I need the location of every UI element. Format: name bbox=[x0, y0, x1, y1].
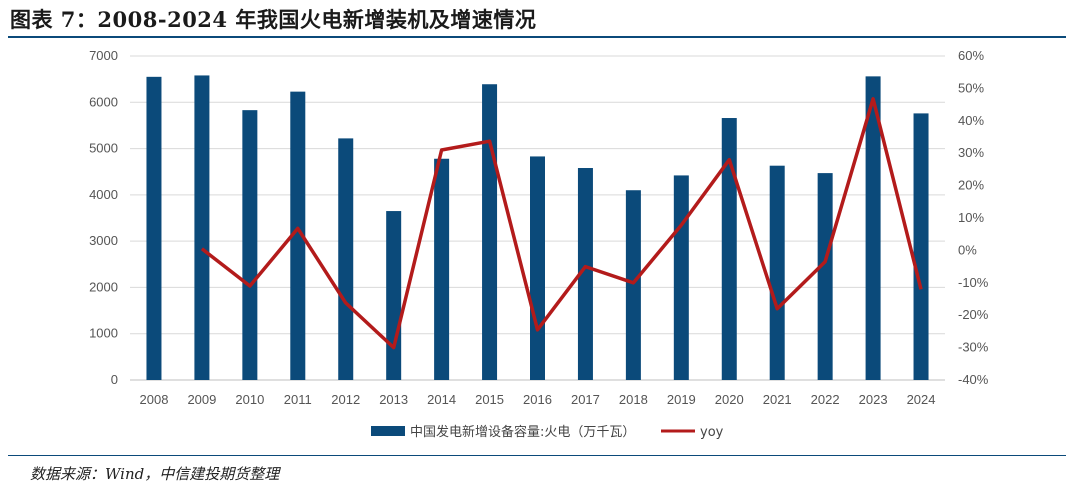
x-axis: 2008 2009 2010 2011 2012 2013 2014 2015 2016 2017… bbox=[140, 392, 936, 407]
y-right-tick-label: 40% bbox=[958, 113, 984, 128]
left-axis: 0 1000 2000 3000 4000 5000 6000 7000 bbox=[89, 48, 118, 387]
bar-2010 bbox=[242, 110, 258, 380]
bar-series bbox=[146, 75, 929, 380]
legend: 中国发电新增设备容量:火电（万千瓦） yoy bbox=[371, 424, 724, 440]
x-tick-label: 2011 bbox=[284, 392, 312, 407]
x-tick-label: 2009 bbox=[187, 392, 216, 407]
bar-2022 bbox=[817, 173, 833, 380]
x-tick-label: 2019 bbox=[667, 392, 696, 407]
title-rule bbox=[8, 36, 1066, 38]
x-tick-label: 2012 bbox=[331, 392, 360, 407]
y-right-tick-label: -40% bbox=[958, 372, 989, 387]
x-tick-label: 2015 bbox=[475, 392, 504, 407]
x-tick-label: 2022 bbox=[811, 392, 840, 407]
y-right-tick-label: -20% bbox=[958, 307, 989, 322]
bar-2023 bbox=[865, 76, 881, 380]
yoy-line bbox=[200, 97, 923, 350]
x-tick-label: 2023 bbox=[859, 392, 888, 407]
bar-2015 bbox=[482, 84, 498, 380]
x-tick-label: 2008 bbox=[140, 392, 169, 407]
x-tick-label: 2024 bbox=[907, 392, 936, 407]
y-right-tick-label: -30% bbox=[958, 340, 989, 355]
x-tick-label: 2013 bbox=[379, 392, 408, 407]
x-tick-label: 2014 bbox=[427, 392, 456, 407]
source-note: 数据来源：Wind，中信建投期货整理 bbox=[30, 465, 280, 483]
bar-2024 bbox=[913, 113, 929, 380]
chart-title: 图表 7：2008-2024 年我国火电新增装机及增速情况 bbox=[10, 7, 537, 32]
y-right-tick-label: 60% bbox=[958, 48, 984, 63]
bar-2017 bbox=[577, 168, 593, 380]
x-tick-label: 2018 bbox=[619, 392, 648, 407]
bar-2019 bbox=[673, 175, 689, 380]
y-left-tick-label: 1000 bbox=[89, 326, 118, 341]
legend-bar-label: 中国发电新增设备容量:火电（万千瓦） bbox=[410, 424, 635, 440]
x-tick-label: 2017 bbox=[571, 392, 600, 407]
bar-2011 bbox=[290, 91, 306, 380]
bar-2009 bbox=[194, 75, 210, 380]
y-right-tick-label: 30% bbox=[958, 145, 984, 160]
y-left-tick-label: 7000 bbox=[89, 48, 118, 63]
bar-2016 bbox=[530, 156, 545, 380]
legend-line-label: yoy bbox=[700, 425, 724, 440]
bar-2021 bbox=[769, 165, 785, 380]
bar-2020 bbox=[721, 118, 737, 380]
y-left-tick-label: 5000 bbox=[89, 141, 118, 156]
y-right-tick-label: -10% bbox=[958, 275, 989, 290]
y-left-tick-label: 4000 bbox=[89, 187, 118, 202]
yoy-line-series bbox=[200, 97, 923, 350]
bar-2018 bbox=[625, 190, 641, 380]
y-left-tick-label: 2000 bbox=[89, 279, 118, 294]
source-rule bbox=[8, 455, 1066, 456]
y-left-tick-label: 0 bbox=[111, 372, 118, 387]
x-tick-label: 2021 bbox=[763, 392, 792, 407]
y-right-tick-label: 0% bbox=[958, 242, 977, 257]
y-left-tick-label: 6000 bbox=[89, 94, 118, 109]
bar-2013 bbox=[386, 211, 402, 380]
x-tick-label: 2016 bbox=[523, 392, 552, 407]
y-right-tick-label: 10% bbox=[958, 210, 984, 225]
y-left-tick-label: 3000 bbox=[89, 233, 118, 248]
y-right-tick-label: 20% bbox=[958, 178, 984, 193]
y-right-tick-label: 50% bbox=[958, 80, 984, 95]
bar-2014 bbox=[434, 158, 450, 380]
bar-2012 bbox=[338, 138, 354, 380]
right-axis: -40% -30% -20% -10% 0% 10% 20% 30% 40% 50% 60% bbox=[958, 48, 989, 387]
legend-bar-swatch bbox=[371, 426, 405, 436]
bar-2008 bbox=[146, 76, 162, 380]
x-tick-label: 2010 bbox=[235, 392, 264, 407]
gridlines bbox=[130, 55, 945, 381]
x-tick-label: 2020 bbox=[715, 392, 744, 407]
